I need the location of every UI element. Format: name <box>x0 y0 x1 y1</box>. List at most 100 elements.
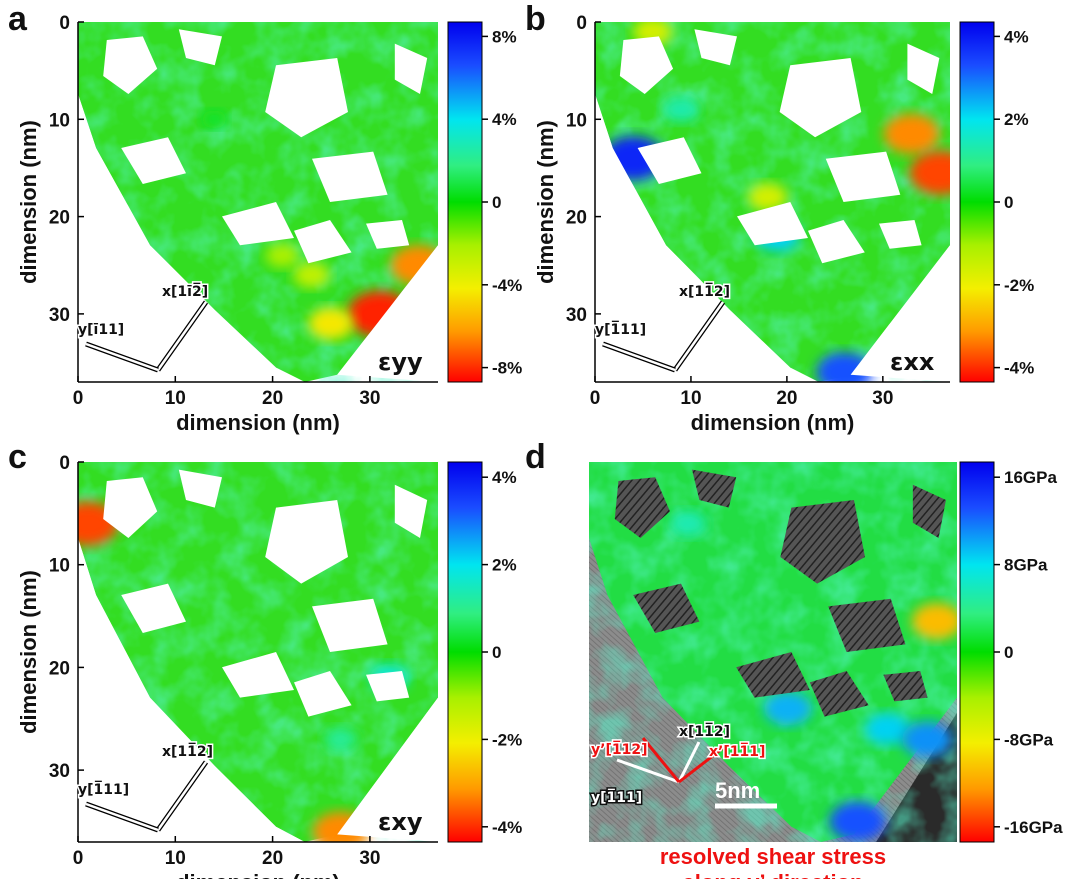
x-prime-direction-label: x’[11̅1] <box>709 741 765 760</box>
quantity-label: εxy <box>378 808 423 836</box>
y-direction-arrow-fill <box>602 342 676 372</box>
map-gap-6 <box>912 484 946 538</box>
outside-region <box>78 538 305 842</box>
map-gap-8 <box>366 220 410 249</box>
map-gap-0 <box>619 36 674 94</box>
caption-line-2: along y’ direction <box>683 870 864 879</box>
map-gap-4 <box>736 652 810 698</box>
map-gap-5 <box>294 220 352 264</box>
x-tick-label: 30 <box>359 848 380 869</box>
colorbar-tick-label: 8GPa <box>1004 556 1048 575</box>
map-gap-3 <box>312 598 388 652</box>
x-prime-direction-arrow <box>678 746 724 784</box>
colorbar-tick-label: 0 <box>492 643 501 662</box>
y-tick-label: 30 <box>49 761 70 782</box>
colorbar-tick-label: 4% <box>492 468 517 487</box>
colorbar-tick-label: -8% <box>492 359 522 378</box>
direction-indicator: x[11̅2] y[1̅11] <box>594 280 732 373</box>
map-gap-3 <box>828 598 906 652</box>
y-prime-direction-arrow <box>641 737 681 783</box>
map-gap-0 <box>103 477 158 538</box>
y-direction-label: y[ī11] <box>78 322 124 338</box>
hotspot-5 <box>663 96 700 123</box>
map-gap-1 <box>178 469 222 508</box>
colorbar-tick-label: -4% <box>492 276 522 295</box>
map-gap-7 <box>633 583 700 633</box>
x-tick-label: 20 <box>262 848 283 869</box>
colorbar-tick-label: -2% <box>1004 276 1034 295</box>
colorbar-tick-label: 2% <box>1004 110 1029 129</box>
outside-region <box>595 94 819 382</box>
map-gap-2 <box>780 500 865 584</box>
y-tick-label: 10 <box>49 556 70 577</box>
map-gap-7 <box>121 583 186 633</box>
colorbar-gradient <box>447 21 483 383</box>
y-direction-label: y[1̅11] <box>595 319 646 338</box>
hotspot-0 <box>829 801 886 842</box>
hotspot-2 <box>323 727 358 752</box>
x-tick-label: 20 <box>262 388 283 409</box>
colorbar-tick-label: 0 <box>492 193 501 212</box>
y-tick-label: 30 <box>566 305 587 326</box>
direction-indicator: x[11̅2] y[1̅11] y’[1̅12] x’[11̅1] <box>590 720 767 808</box>
map-gap-2 <box>779 58 862 138</box>
y-tick-label: 20 <box>49 208 70 229</box>
x-tick-label: 0 <box>590 388 601 409</box>
quantity-label: εyy <box>378 348 423 376</box>
axes-b: 0 10 20 30 0 10 20 30 dimension (nm) dimension (n… <box>533 13 950 435</box>
map-gap-6 <box>394 484 428 538</box>
outside-region-2 <box>850 245 950 382</box>
outside-region-2 <box>337 245 438 382</box>
direction-indicator: x[11̅2] y[1̅11] <box>77 740 215 833</box>
x-direction-arrow <box>677 741 701 783</box>
x-axis-title: dimension (nm) <box>691 410 855 435</box>
colorbar-d: 16GPa 8GPa 0 -8GPa -16GPa <box>959 461 1063 843</box>
x-tick-label: 10 <box>165 848 186 869</box>
axes-c: 0 10 20 30 0 10 20 30 dimension (nm) dimension (n… <box>16 453 438 879</box>
colorbar-tick-label: -8GPa <box>1004 730 1054 749</box>
y-direction-label: y[1̅11] <box>78 779 129 798</box>
map-gap-0 <box>103 36 158 94</box>
map-gap-0 <box>614 477 670 538</box>
colorbar-tick-label: 0 <box>1004 643 1013 662</box>
x-tick-label: 0 <box>73 848 84 869</box>
colorbar-tick-label: -4% <box>492 818 522 837</box>
x-direction-arrow-fill <box>156 761 208 831</box>
colorbar-a: 8% 4% 0 -4% -8% <box>447 21 522 383</box>
y-axis-title: dimension (nm) <box>16 570 41 734</box>
map-gap-5 <box>808 220 865 264</box>
y-tick-label: 10 <box>49 110 70 131</box>
colorbar-b: 4% 2% 0 -2% -4% <box>959 21 1034 383</box>
panel-letter-b: b <box>525 0 546 38</box>
outside-region <box>78 94 305 382</box>
map-gap-2 <box>265 58 348 138</box>
panel-letter-c: c <box>8 438 27 476</box>
hotspot-4 <box>265 243 300 268</box>
hotspot-3 <box>864 713 910 746</box>
x-direction-label: x[1ī2̅] <box>162 281 208 300</box>
x-tick-label: 10 <box>680 388 701 409</box>
hotspot-6 <box>748 183 788 212</box>
panel-c: c 0 10 20 30 0 10 20 30 dimension (nm) dimension (… <box>8 438 522 879</box>
scale-bar-label: 5nm <box>715 778 760 803</box>
x-direction-arrow-fill <box>156 301 208 371</box>
panel-letter-d: d <box>525 438 546 476</box>
direction-indicator: x[1ī2̅] y[ī11] <box>77 280 210 373</box>
x-tick-label: 30 <box>359 388 380 409</box>
map-gap-4 <box>222 652 294 698</box>
y-tick-label: 30 <box>49 305 70 326</box>
map-gap-8 <box>879 220 922 249</box>
hotspot-2 <box>764 691 812 726</box>
map-gap-8 <box>883 671 928 702</box>
axes-a: 0 10 20 30 0 10 20 30 dimension (nm) dimension (n… <box>16 13 438 435</box>
colorbar-tick-label: -2% <box>492 730 522 749</box>
colorbar-c: 4% 2% 0 -2% -4% <box>447 461 522 843</box>
map-gap-7 <box>121 137 186 184</box>
colorbar-tick-label: 4% <box>1004 27 1029 46</box>
y-tick-label: 10 <box>566 110 587 131</box>
hotspot-3 <box>293 261 330 288</box>
hotspot-3 <box>909 150 950 195</box>
y-axis-title: dimension (nm) <box>16 120 41 284</box>
map-gap-2 <box>265 500 348 584</box>
